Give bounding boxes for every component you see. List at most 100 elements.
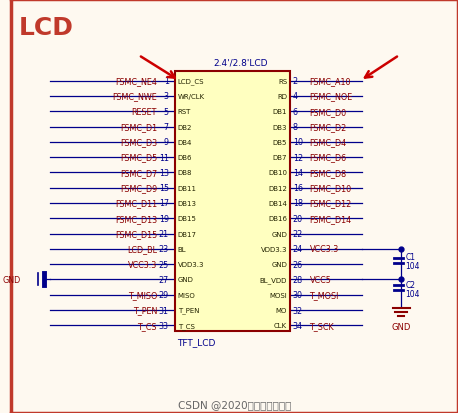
Text: 9: 9 bbox=[164, 138, 169, 147]
Text: RD: RD bbox=[277, 94, 287, 100]
Text: VDD3.3: VDD3.3 bbox=[261, 246, 287, 252]
Text: FSMC_D8: FSMC_D8 bbox=[310, 169, 347, 178]
Text: DB16: DB16 bbox=[268, 216, 287, 222]
Text: 34: 34 bbox=[293, 321, 303, 330]
Text: RST: RST bbox=[178, 109, 191, 115]
Text: FSMC_D15: FSMC_D15 bbox=[115, 230, 157, 239]
Text: DB6: DB6 bbox=[178, 155, 192, 161]
Text: VDD3.3: VDD3.3 bbox=[178, 261, 204, 268]
Text: 4: 4 bbox=[293, 92, 298, 101]
Text: GND: GND bbox=[271, 261, 287, 268]
Text: 32: 32 bbox=[293, 306, 303, 315]
Text: 5: 5 bbox=[164, 107, 169, 116]
Text: VCC3.3: VCC3.3 bbox=[128, 260, 157, 269]
Text: C2: C2 bbox=[405, 280, 415, 289]
Text: 28: 28 bbox=[293, 275, 303, 284]
Text: DB10: DB10 bbox=[268, 170, 287, 176]
Text: FSMC_NOE: FSMC_NOE bbox=[310, 92, 353, 101]
Text: DB11: DB11 bbox=[178, 185, 196, 191]
Text: LCD_BL: LCD_BL bbox=[127, 245, 157, 254]
Text: 1: 1 bbox=[164, 77, 169, 86]
Text: 11: 11 bbox=[159, 153, 169, 162]
Text: BL_VDD: BL_VDD bbox=[260, 276, 287, 283]
Text: FSMC_D10: FSMC_D10 bbox=[310, 184, 352, 193]
Text: C1: C1 bbox=[405, 252, 415, 261]
Text: MISO: MISO bbox=[178, 292, 195, 298]
Text: DB2: DB2 bbox=[178, 124, 192, 130]
Text: MOSI: MOSI bbox=[269, 292, 287, 298]
Text: DB14: DB14 bbox=[268, 201, 287, 206]
Text: 29: 29 bbox=[158, 291, 169, 299]
Text: GND: GND bbox=[392, 323, 411, 332]
Text: DB17: DB17 bbox=[178, 231, 196, 237]
Text: 33: 33 bbox=[159, 321, 169, 330]
Text: DB3: DB3 bbox=[273, 124, 287, 130]
Text: LCD_CS: LCD_CS bbox=[178, 78, 204, 85]
Text: GND: GND bbox=[271, 231, 287, 237]
Text: 3: 3 bbox=[164, 92, 169, 101]
Text: 22: 22 bbox=[293, 230, 303, 239]
Text: FSMC_D6: FSMC_D6 bbox=[310, 153, 347, 162]
Text: GND: GND bbox=[2, 275, 20, 284]
Text: LCD: LCD bbox=[18, 16, 73, 40]
Text: 13: 13 bbox=[159, 169, 169, 178]
Text: FSMC_NE4: FSMC_NE4 bbox=[115, 77, 157, 86]
Text: 2: 2 bbox=[293, 77, 298, 86]
Text: DB12: DB12 bbox=[268, 185, 287, 191]
Text: 15: 15 bbox=[158, 184, 169, 193]
Text: DB1: DB1 bbox=[273, 109, 287, 115]
Text: BL: BL bbox=[178, 246, 186, 252]
Text: 18: 18 bbox=[293, 199, 303, 208]
Text: FSMC_D5: FSMC_D5 bbox=[120, 153, 157, 162]
Text: RS: RS bbox=[278, 78, 287, 84]
Text: T_SCK: T_SCK bbox=[310, 321, 334, 330]
Text: T_MISO: T_MISO bbox=[128, 291, 157, 299]
Text: 10: 10 bbox=[293, 138, 303, 147]
Text: FSMC_D0: FSMC_D0 bbox=[310, 107, 347, 116]
Text: FSMC_D1: FSMC_D1 bbox=[120, 123, 157, 132]
Text: 6: 6 bbox=[293, 107, 298, 116]
Text: 21: 21 bbox=[158, 230, 169, 239]
Text: FSMC_D4: FSMC_D4 bbox=[310, 138, 347, 147]
Text: 31: 31 bbox=[159, 306, 169, 315]
Text: VCC3.3: VCC3.3 bbox=[310, 245, 339, 254]
Text: T_CS: T_CS bbox=[137, 321, 157, 330]
Text: DB13: DB13 bbox=[178, 201, 196, 206]
Text: CLK: CLK bbox=[274, 323, 287, 329]
Text: T_PEN: T_PEN bbox=[178, 307, 199, 314]
Text: 8: 8 bbox=[293, 123, 298, 132]
Text: WR/CLK: WR/CLK bbox=[178, 94, 205, 100]
Text: FSMC_D9: FSMC_D9 bbox=[120, 184, 157, 193]
Text: TFT_LCD: TFT_LCD bbox=[177, 337, 215, 346]
Text: 7: 7 bbox=[164, 123, 169, 132]
Text: T_CS: T_CS bbox=[178, 322, 195, 329]
Text: 104: 104 bbox=[405, 261, 420, 271]
Text: DB4: DB4 bbox=[178, 140, 192, 145]
Text: 104: 104 bbox=[405, 289, 420, 298]
Text: 30: 30 bbox=[293, 291, 303, 299]
Text: 17: 17 bbox=[158, 199, 169, 208]
Text: 2.4'/2.8'LCD: 2.4'/2.8'LCD bbox=[213, 59, 267, 68]
Text: FSMC_D12: FSMC_D12 bbox=[310, 199, 352, 208]
Text: 25: 25 bbox=[158, 260, 169, 269]
Text: 12: 12 bbox=[293, 153, 303, 162]
Text: 16: 16 bbox=[293, 184, 303, 193]
Text: DB7: DB7 bbox=[273, 155, 287, 161]
Text: CSDN @2020级机器人实验班: CSDN @2020级机器人实验班 bbox=[178, 399, 291, 409]
Text: T_MOSI: T_MOSI bbox=[310, 291, 339, 299]
Bar bbox=[174, 72, 290, 331]
Text: GND: GND bbox=[178, 277, 193, 283]
Text: RESET: RESET bbox=[132, 107, 157, 116]
Text: 14: 14 bbox=[293, 169, 303, 178]
Text: 23: 23 bbox=[158, 245, 169, 254]
Text: DB15: DB15 bbox=[178, 216, 196, 222]
Text: FSMC_A10: FSMC_A10 bbox=[310, 77, 351, 86]
Text: FSMC_D11: FSMC_D11 bbox=[115, 199, 157, 208]
Text: T_PEN: T_PEN bbox=[133, 306, 157, 315]
Text: FSMC_D13: FSMC_D13 bbox=[115, 214, 157, 223]
Text: FSMC_NWE: FSMC_NWE bbox=[112, 92, 157, 101]
Text: 26: 26 bbox=[293, 260, 303, 269]
Text: FSMC_D3: FSMC_D3 bbox=[120, 138, 157, 147]
Text: MO: MO bbox=[276, 307, 287, 313]
Text: VCC5: VCC5 bbox=[310, 275, 331, 284]
